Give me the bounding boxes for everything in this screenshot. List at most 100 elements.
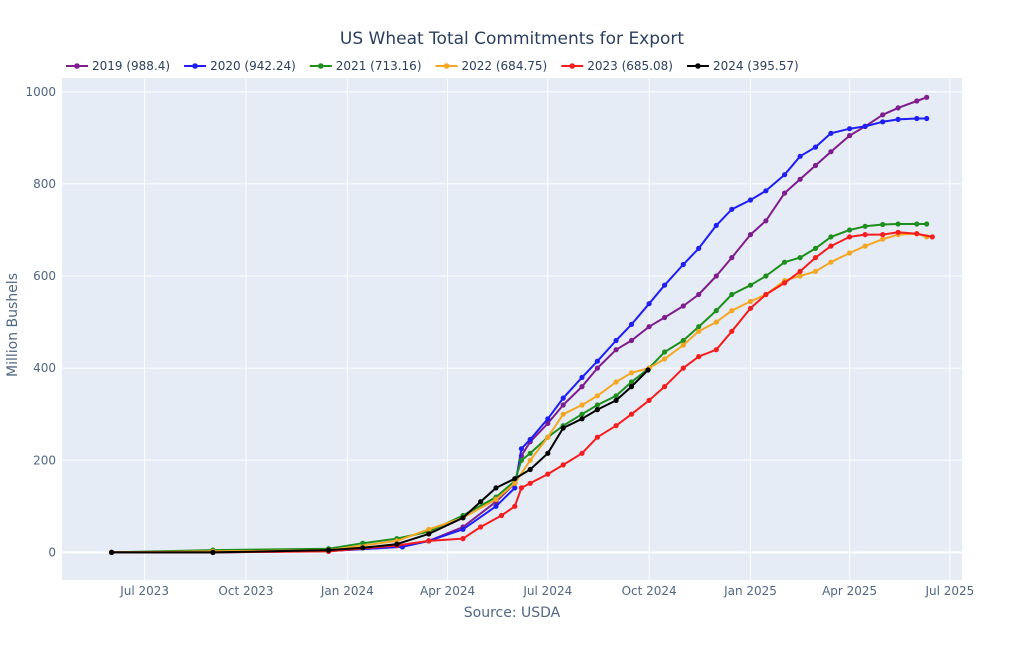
- data-point: [579, 450, 585, 456]
- data-point: [613, 379, 619, 385]
- data-point: [594, 402, 601, 408]
- series-line: [111, 96, 928, 554]
- data-point: [426, 526, 432, 532]
- data-point: [828, 259, 834, 265]
- data-point: [696, 328, 702, 334]
- data-point: [782, 259, 788, 265]
- data-point: [828, 243, 834, 249]
- data-point: [862, 223, 868, 229]
- data-point: [478, 499, 484, 505]
- data-point: [797, 153, 803, 159]
- data-point: [527, 450, 533, 456]
- data-point: [579, 374, 585, 380]
- x-tick-label: Oct 2024: [622, 584, 677, 598]
- data-point: [512, 480, 518, 486]
- data-point: [812, 255, 819, 261]
- legend-item-5[interactable]: 2024 (395.57): [686, 59, 799, 73]
- data-point: [594, 365, 601, 371]
- data-point: [812, 162, 819, 169]
- data-point: [594, 358, 601, 364]
- x-tick-label: Oct 2023: [218, 584, 273, 598]
- data-point: [579, 402, 585, 408]
- data-point: [662, 384, 668, 390]
- y-tick-label: 1000: [25, 85, 56, 99]
- data-point: [747, 197, 754, 203]
- data-point: [560, 425, 566, 431]
- legend-label: 2020 (942.24): [210, 59, 296, 73]
- data-point: [763, 188, 769, 194]
- data-point: [579, 411, 585, 417]
- data-point: [628, 379, 635, 385]
- data-point: [797, 273, 803, 279]
- y-axis-title: Million Bushels: [5, 273, 21, 377]
- data-point: [713, 308, 719, 314]
- data-point: [426, 538, 432, 544]
- y-tick-label: 200: [33, 453, 56, 467]
- data-point: [594, 407, 601, 413]
- data-point: [545, 420, 551, 426]
- data-point: [862, 243, 868, 249]
- data-point: [579, 384, 585, 390]
- data-point: [560, 395, 566, 401]
- x-tick-label: Jan 2024: [320, 584, 374, 598]
- series-layer: [109, 94, 935, 556]
- data-point: [527, 457, 533, 463]
- y-tick-label: 600: [33, 269, 56, 283]
- legend-label: 2023 (685.08): [587, 59, 673, 73]
- data-point: [512, 485, 518, 491]
- chart-title: US Wheat Total Commitments for Export: [340, 29, 685, 49]
- x-tick-label: Jul 2023: [119, 584, 169, 598]
- data-point: [713, 273, 719, 279]
- data-point: [545, 434, 551, 440]
- data-point: [696, 291, 702, 298]
- data-point: [847, 133, 853, 139]
- data-point: [426, 531, 432, 537]
- data-point: [518, 457, 525, 463]
- legend-swatch-marker: [317, 63, 324, 69]
- legend-item-1[interactable]: 2020 (942.24): [184, 59, 296, 73]
- legend-item-4[interactable]: 2023 (685.08): [561, 59, 673, 73]
- data-point: [613, 397, 619, 403]
- data-point: [782, 190, 788, 196]
- data-point: [613, 347, 619, 353]
- series-line: [111, 117, 927, 554]
- data-point: [360, 545, 366, 551]
- data-point: [828, 234, 834, 240]
- x-axis-title: Source: USDA: [464, 605, 561, 621]
- data-point: [812, 144, 819, 150]
- x-tick-label: Apr 2025: [822, 584, 877, 598]
- data-point: [729, 291, 735, 298]
- data-point: [747, 232, 754, 238]
- data-point: [662, 314, 668, 321]
- data-point: [680, 342, 686, 348]
- data-point: [713, 222, 719, 228]
- data-point: [460, 515, 466, 521]
- data-point: [613, 393, 619, 399]
- data-point: [545, 416, 551, 422]
- data-point: [797, 268, 803, 274]
- data-point: [326, 547, 332, 553]
- legend-item-2[interactable]: 2021 (713.16): [309, 59, 422, 73]
- data-point: [460, 526, 466, 532]
- data-point: [512, 503, 518, 509]
- data-point: [696, 354, 702, 360]
- legend-swatch-marker: [192, 63, 198, 69]
- data-point: [394, 541, 400, 547]
- data-point: [880, 236, 886, 242]
- data-point: [628, 321, 635, 327]
- data-point: [895, 116, 901, 122]
- data-point: [747, 282, 754, 288]
- data-point: [527, 480, 533, 486]
- legend-label: 2022 (684.75): [462, 59, 548, 73]
- legend-item-0[interactable]: 2019 (988.4): [66, 59, 170, 73]
- data-point: [628, 411, 635, 417]
- legend[interactable]: 2019 (988.4) 2020 (942.24) 2021 (713.16) 20…: [66, 59, 799, 73]
- data-point: [646, 397, 652, 403]
- legend-swatch-marker: [569, 63, 576, 69]
- legend-item-3[interactable]: 2022 (684.75): [435, 59, 548, 73]
- y-axis-ticks: 0 200 400 600 800 1000: [25, 85, 56, 560]
- data-point: [680, 261, 686, 268]
- data-point: [680, 303, 686, 309]
- data-point: [847, 250, 853, 256]
- data-point: [498, 512, 505, 519]
